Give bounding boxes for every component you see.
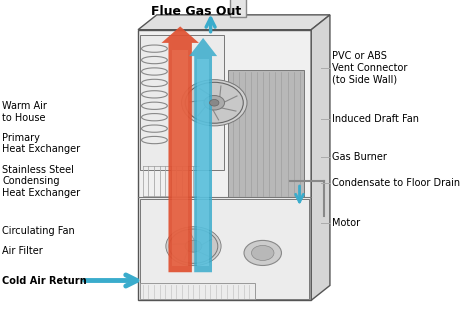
Polygon shape: [161, 26, 199, 272]
Polygon shape: [138, 15, 330, 30]
Text: Stainless Steel
Condensing
Heat Exchanger: Stainless Steel Condensing Heat Exchange…: [2, 165, 80, 198]
Circle shape: [210, 99, 219, 106]
Circle shape: [204, 95, 225, 110]
Circle shape: [185, 82, 243, 123]
Circle shape: [169, 229, 218, 263]
Text: Warm Air
to House: Warm Air to House: [2, 101, 47, 123]
Text: Induced Draft Fan: Induced Draft Fan: [332, 114, 419, 124]
Text: Cold Air Return: Cold Air Return: [2, 276, 87, 285]
Text: Air Filter: Air Filter: [2, 246, 43, 256]
Text: Gas Burner: Gas Burner: [332, 152, 387, 162]
Polygon shape: [189, 38, 217, 272]
Polygon shape: [311, 15, 330, 300]
Circle shape: [185, 240, 202, 252]
Text: Condensate to Floor Drain: Condensate to Floor Drain: [332, 178, 461, 188]
Polygon shape: [138, 30, 311, 300]
Circle shape: [166, 227, 221, 266]
Text: Motor: Motor: [332, 218, 360, 228]
Polygon shape: [140, 199, 309, 299]
Polygon shape: [172, 50, 188, 266]
Ellipse shape: [244, 240, 281, 265]
Polygon shape: [197, 59, 209, 266]
Polygon shape: [140, 35, 224, 170]
Ellipse shape: [251, 246, 274, 260]
Text: Circulating Fan: Circulating Fan: [2, 226, 75, 236]
Circle shape: [182, 80, 247, 126]
Polygon shape: [230, 0, 246, 17]
Polygon shape: [228, 70, 304, 197]
Text: Flue Gas Out: Flue Gas Out: [152, 5, 241, 18]
Text: PVC or ABS
Vent Connector
(to Side Wall): PVC or ABS Vent Connector (to Side Wall): [332, 51, 408, 84]
Text: Primary
Heat Exchanger: Primary Heat Exchanger: [2, 133, 80, 154]
